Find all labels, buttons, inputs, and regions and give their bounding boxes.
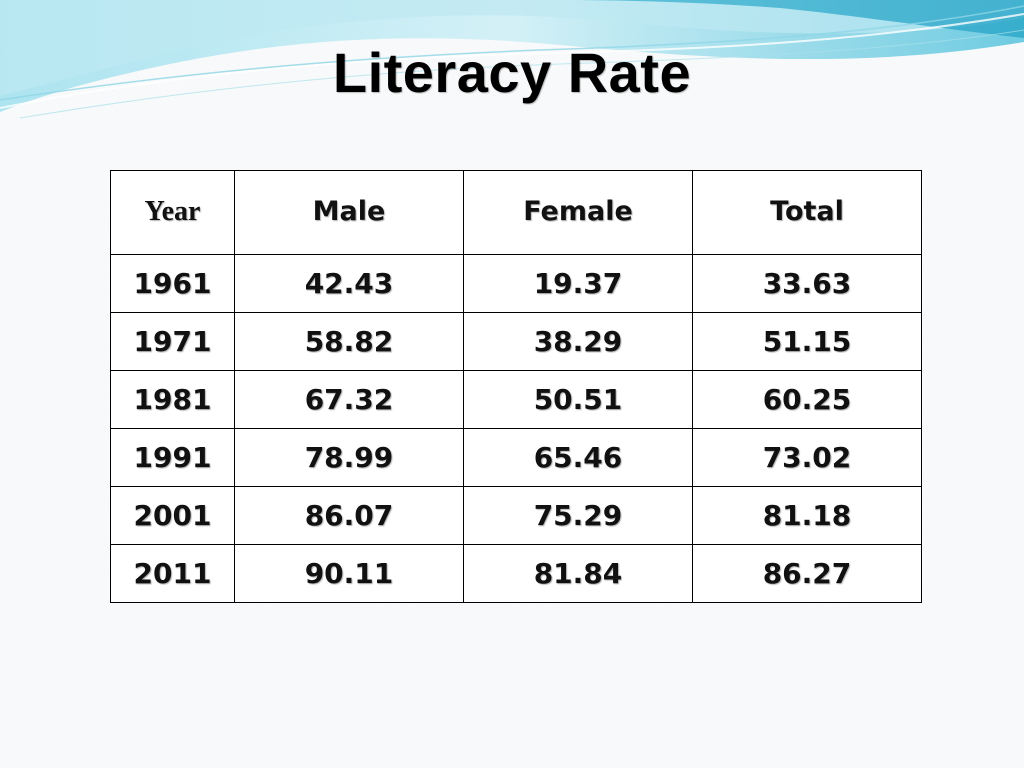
header-male: Male bbox=[234, 170, 464, 255]
year-cell: 1971 bbox=[110, 312, 235, 371]
female-cell: 81.84 bbox=[463, 544, 693, 603]
table-row: 1971 58.82 38.29 51.15 bbox=[110, 312, 922, 371]
header-year: Year bbox=[110, 170, 235, 255]
literacy-table-container: Year Male Female Total 1961 42.43 19.37 … bbox=[110, 170, 922, 603]
year-cell: 2011 bbox=[110, 544, 235, 603]
female-cell: 65.46 bbox=[463, 428, 693, 487]
table-row: 1961 42.43 19.37 33.63 bbox=[110, 254, 922, 313]
total-cell: 86.27 bbox=[692, 544, 922, 603]
male-cell: 86.07 bbox=[234, 486, 464, 545]
table-header-row: Year Male Female Total bbox=[110, 170, 922, 255]
male-cell: 78.99 bbox=[234, 428, 464, 487]
table-row: 1991 78.99 65.46 73.02 bbox=[110, 428, 922, 487]
year-cell: 1961 bbox=[110, 254, 235, 313]
female-cell: 75.29 bbox=[463, 486, 693, 545]
literacy-rate-table: Year Male Female Total 1961 42.43 19.37 … bbox=[110, 170, 922, 603]
female-cell: 19.37 bbox=[463, 254, 693, 313]
male-cell: 58.82 bbox=[234, 312, 464, 371]
female-cell: 38.29 bbox=[463, 312, 693, 371]
year-cell: 2001 bbox=[110, 486, 235, 545]
female-cell: 50.51 bbox=[463, 370, 693, 429]
table-row: 2001 86.07 75.29 81.18 bbox=[110, 486, 922, 545]
table-row: 1981 67.32 50.51 60.25 bbox=[110, 370, 922, 429]
total-cell: 60.25 bbox=[692, 370, 922, 429]
male-cell: 67.32 bbox=[234, 370, 464, 429]
total-cell: 33.63 bbox=[692, 254, 922, 313]
header-total: Total bbox=[692, 170, 922, 255]
slide-title: Literacy Rate bbox=[332, 41, 692, 104]
year-cell: 1991 bbox=[110, 428, 235, 487]
male-cell: 42.43 bbox=[234, 254, 464, 313]
total-cell: 73.02 bbox=[692, 428, 922, 487]
table-row: 2011 90.11 81.84 86.27 bbox=[110, 544, 922, 603]
year-cell: 1981 bbox=[110, 370, 235, 429]
male-cell: 90.11 bbox=[234, 544, 464, 603]
header-female: Female bbox=[463, 170, 693, 255]
header-wave-decoration bbox=[0, 0, 1024, 119]
total-cell: 81.18 bbox=[692, 486, 922, 545]
total-cell: 51.15 bbox=[692, 312, 922, 371]
